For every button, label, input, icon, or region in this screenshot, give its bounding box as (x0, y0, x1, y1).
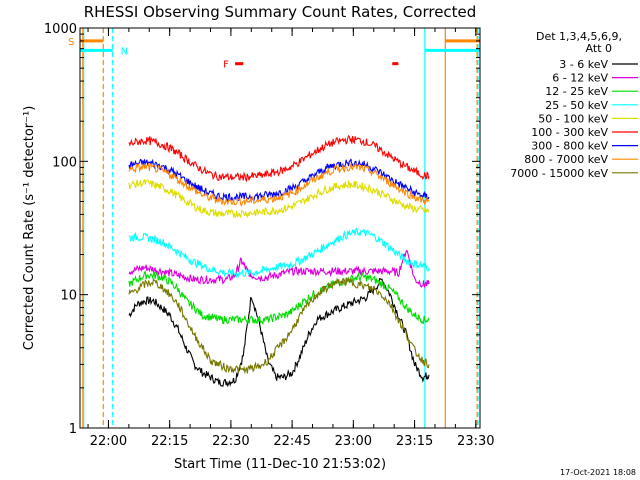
x-tick-label-0: 22:00 (90, 434, 127, 449)
series-line-8 (128, 276, 430, 375)
flag-bars: S N F (68, 37, 480, 71)
series-line-5 (128, 134, 430, 183)
y-tick-label-1: 10 (60, 289, 77, 304)
legend-label-4: 50 - 100 keV (538, 112, 608, 125)
series-line-3 (128, 227, 430, 279)
series-lines (128, 134, 430, 388)
chart-title: RHESSI Observing Summary Count Rates, Co… (84, 3, 477, 21)
y-axis-label: Corrected Count Rate (s⁻¹ detector⁻¹) (22, 106, 37, 351)
x-tick-label-1: 22:15 (151, 434, 188, 449)
series-line-7 (128, 162, 430, 207)
x-axis-label: Start Time (11-Dec-10 21:53:02) (174, 457, 386, 472)
legend-subheader: Att 0 (586, 42, 612, 55)
legend-label-7: 800 - 7000 keV (524, 153, 608, 166)
axes: 22:00 22:15 22:30 22:45 23:00 23:15 23:30 1 10 10… (44, 22, 495, 449)
plot-area-frame (79, 27, 481, 429)
series-line-6 (128, 158, 430, 202)
legend-label-2: 12 - 25 keV (545, 85, 608, 98)
x-tick-label-4: 23:00 (335, 434, 372, 449)
series-line-2 (128, 270, 430, 326)
series-line-0 (128, 277, 430, 388)
flag-label-1: N (121, 46, 128, 57)
legend-label-1: 6 - 12 keV (552, 72, 608, 85)
y-tick-label-0: 1 (69, 422, 77, 437)
legend-label-8: 7000 - 15000 keV (510, 167, 608, 180)
legend-header: Det 1,3,4,5,6,9, (536, 30, 622, 43)
x-tick-label-5: 23:15 (396, 434, 433, 449)
legend-label-0: 3 - 6 keV (559, 58, 608, 71)
y-tick-label-2: 100 (52, 155, 77, 170)
x-tick-label-6: 23:30 (457, 434, 494, 449)
y-tick-label-3: 1000 (44, 22, 77, 37)
footer-timestamp: 17-Oct-2021 18:08 (560, 468, 636, 477)
vertical-markers (82, 28, 479, 428)
series-line-1 (128, 249, 430, 289)
legend-label-6: 300 - 800 keV (531, 140, 608, 153)
series-line-4 (128, 179, 430, 219)
x-tick-label-2: 22:30 (212, 434, 249, 449)
flag-label-2: F (223, 60, 229, 71)
x-tick-label-3: 22:45 (273, 434, 310, 449)
legend-label-5: 100 - 300 keV (531, 126, 608, 139)
legend-label-3: 25 - 50 keV (545, 99, 608, 112)
flag-label-0: S (68, 37, 74, 48)
